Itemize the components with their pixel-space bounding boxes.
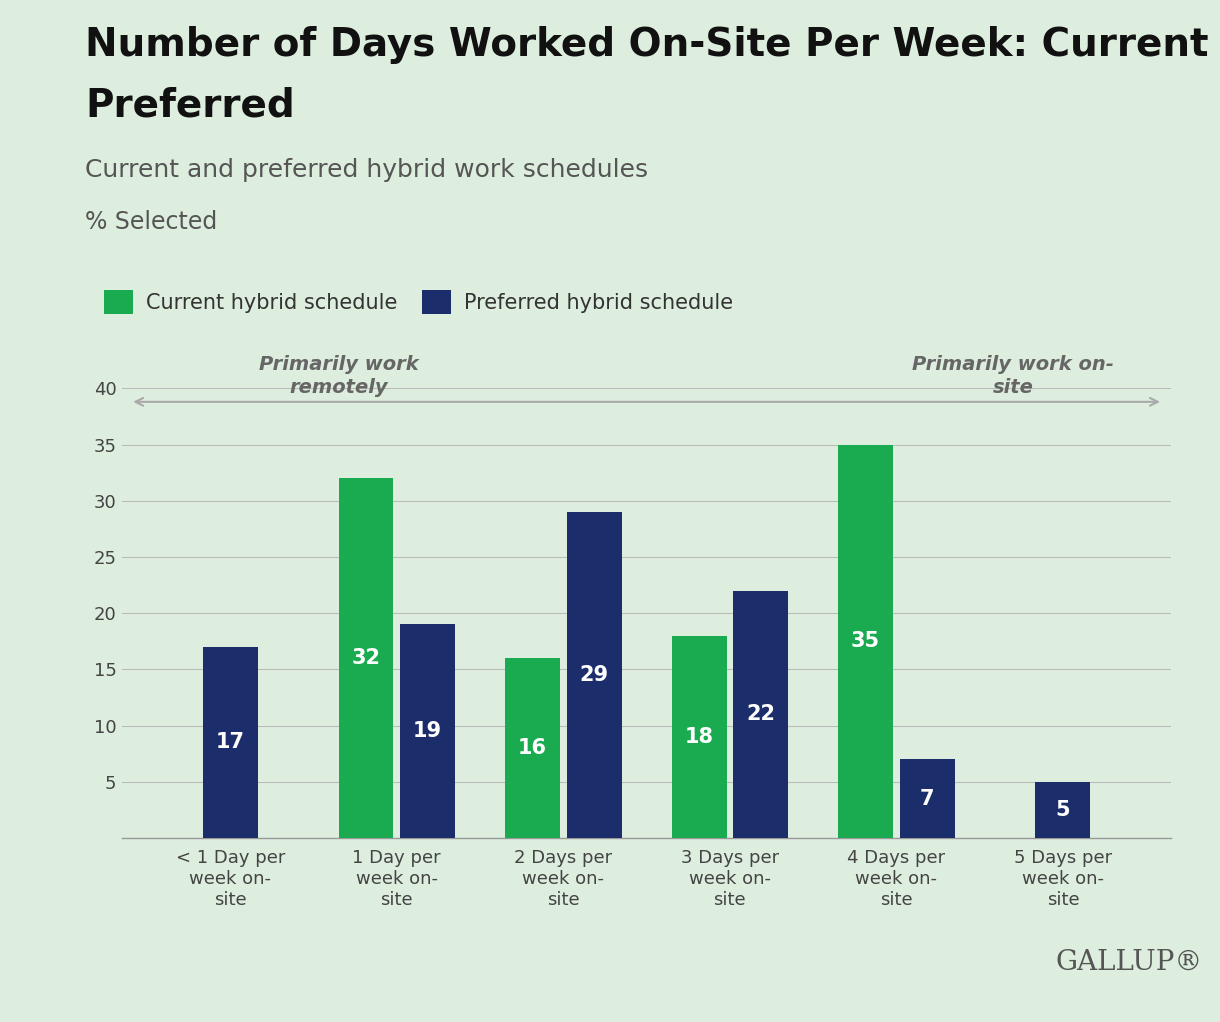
Bar (203, 647, 257, 838)
Text: 5: 5 (1055, 800, 1070, 820)
Text: 19: 19 (414, 722, 442, 741)
Text: 7: 7 (920, 789, 935, 808)
Bar (671, 636, 727, 838)
Bar (400, 624, 455, 838)
Text: 18: 18 (684, 727, 714, 747)
Text: Primarily work
remotely: Primarily work remotely (259, 355, 418, 398)
Legend: Current hybrid schedule, Preferred hybrid schedule: Current hybrid schedule, Preferred hybri… (96, 281, 742, 322)
Text: % Selected: % Selected (85, 210, 217, 233)
Text: 35: 35 (852, 632, 880, 651)
Text: Current and preferred hybrid work schedules: Current and preferred hybrid work schedu… (85, 158, 649, 182)
Text: 29: 29 (580, 665, 609, 685)
Text: 16: 16 (518, 738, 547, 758)
Text: 32: 32 (351, 648, 381, 668)
Bar (1036, 782, 1091, 838)
Text: GALLUP®: GALLUP® (1055, 949, 1203, 976)
Text: Primarily work on-
site: Primarily work on- site (913, 355, 1114, 398)
Bar (505, 658, 560, 838)
Bar (899, 759, 955, 838)
Bar (338, 478, 394, 838)
Bar (733, 591, 788, 838)
Text: Preferred: Preferred (85, 87, 295, 125)
Text: 17: 17 (216, 733, 245, 752)
Text: 22: 22 (747, 704, 775, 725)
Text: Number of Days Worked On-Site Per Week: Current vs.: Number of Days Worked On-Site Per Week: … (85, 26, 1220, 63)
Bar (838, 445, 893, 838)
Bar (566, 512, 622, 838)
